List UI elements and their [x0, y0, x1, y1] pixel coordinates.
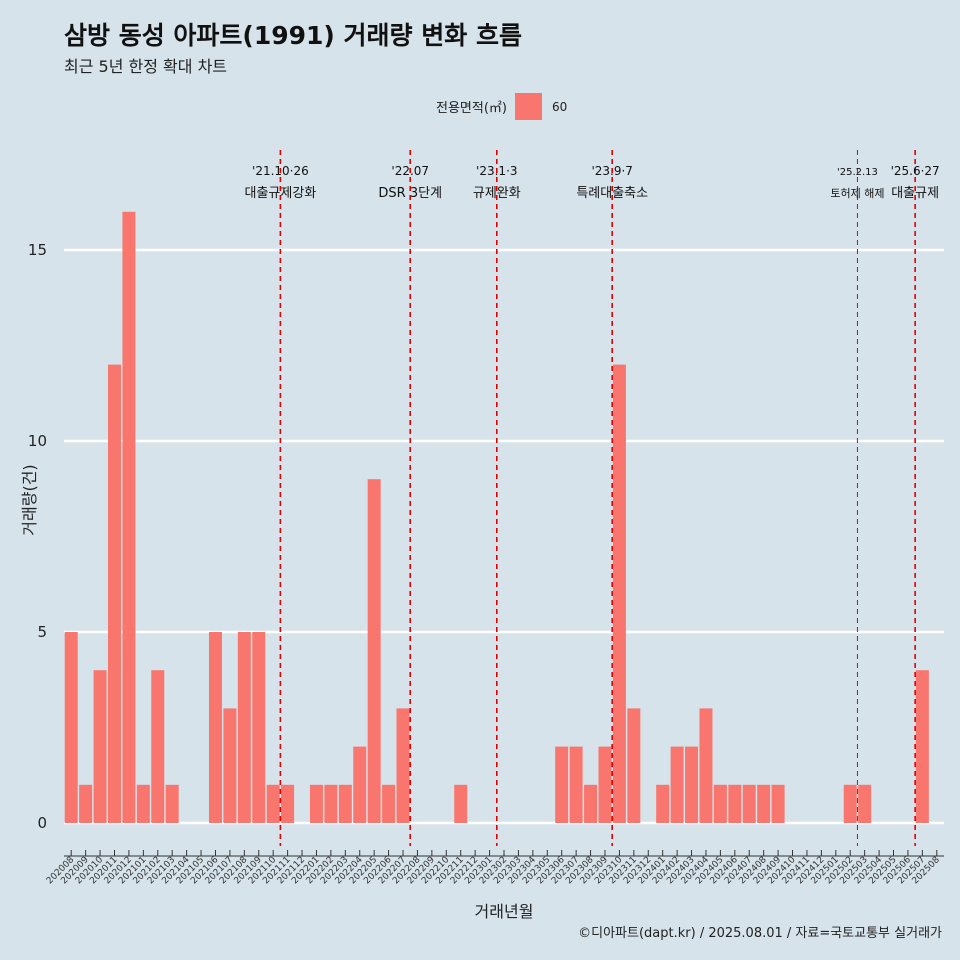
bar	[757, 784, 771, 823]
annotation-date: '25.6·27	[891, 164, 940, 178]
bar	[223, 708, 237, 823]
bar	[266, 784, 280, 823]
bar	[699, 708, 713, 823]
bar	[237, 632, 251, 823]
bar	[713, 784, 727, 823]
bar	[915, 670, 929, 823]
annotation-label: 규제완화	[473, 186, 521, 201]
bar	[598, 746, 612, 823]
caption: ©디아파트(dapt.kr) / 2025.08.01 / 자료=국토교통부 실…	[578, 926, 942, 941]
y-tick-label: 0	[37, 814, 47, 832]
bar	[771, 784, 785, 823]
x-axis-label: 거래년월	[474, 902, 534, 921]
chart-title: 삼방 동성 아파트(1991) 거래량 변화 흐름	[64, 21, 522, 50]
annotation-label: 특례대출축소	[576, 186, 648, 201]
legend-title: 전용면적(㎡)	[436, 101, 507, 116]
bar	[93, 670, 107, 823]
bar	[454, 784, 468, 823]
bar	[382, 784, 396, 823]
bar	[165, 784, 179, 823]
y-tick-label: 10	[28, 432, 47, 450]
bar	[627, 708, 641, 823]
bar	[656, 784, 670, 823]
legend-label: 60	[551, 99, 568, 114]
chart-subtitle: 최근 5년 한정 확대 차트	[64, 57, 228, 76]
bar	[584, 784, 598, 823]
bar	[685, 746, 699, 823]
annotation-label: DSR 3단계	[378, 186, 442, 201]
bar	[367, 479, 381, 823]
bar	[396, 708, 410, 823]
annotation-label: 대출규제강화	[245, 186, 317, 201]
bar	[324, 784, 338, 823]
bar	[136, 784, 150, 823]
bar	[353, 746, 367, 823]
bar	[108, 364, 121, 823]
bar	[281, 784, 295, 823]
bar	[555, 746, 569, 823]
annotation-date: '22.07	[391, 164, 429, 178]
legend-key	[514, 93, 542, 120]
legend: 전용면적(㎡) 60	[436, 93, 567, 120]
bar	[79, 784, 93, 823]
bar	[64, 632, 78, 823]
annotation-date: '23.9·7	[591, 164, 632, 178]
bar	[843, 784, 857, 823]
annotation-date: '23.1·3	[476, 164, 517, 178]
bar	[309, 784, 323, 823]
annotation-date: '25.2.13	[837, 167, 878, 178]
bar	[569, 746, 583, 823]
bar	[338, 784, 352, 823]
annotation-label: 토허제 해제	[830, 186, 884, 200]
bar	[612, 364, 626, 823]
annotation-date: '21.10·26	[252, 164, 309, 178]
y-tick-label: 5	[37, 623, 47, 641]
bar	[670, 746, 684, 823]
bar	[728, 784, 742, 823]
bar	[208, 632, 222, 823]
bar	[252, 632, 266, 823]
y-tick-label: 15	[28, 241, 47, 259]
bar	[151, 670, 165, 823]
bar	[858, 784, 872, 823]
bar	[122, 211, 136, 824]
bar	[742, 784, 756, 823]
annotation-label: 대출규제	[891, 186, 939, 201]
